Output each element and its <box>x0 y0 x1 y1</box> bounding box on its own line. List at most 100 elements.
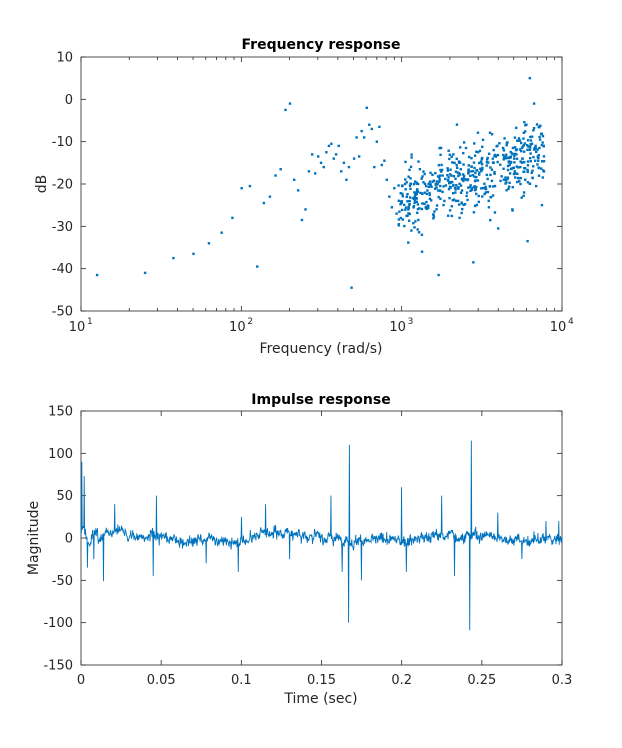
frequency-point <box>467 172 470 175</box>
frequency-point <box>373 165 376 169</box>
frequency-point <box>522 191 526 194</box>
frequency-point <box>524 178 527 181</box>
frequency-point <box>505 153 508 156</box>
frequency-point <box>522 194 525 198</box>
frequency-point <box>334 153 338 156</box>
frequency-point <box>526 168 529 172</box>
frequency-point <box>457 174 460 178</box>
frequency-point <box>439 184 442 188</box>
frequency-point <box>403 224 406 228</box>
frequency-point <box>458 182 461 186</box>
frequency-point <box>472 161 476 164</box>
frequency-point <box>484 185 487 189</box>
frequency-point <box>409 187 412 191</box>
frequency-point <box>526 139 530 142</box>
frequency-point <box>304 208 307 211</box>
frequency-point <box>448 153 452 156</box>
frequency-point <box>455 163 458 167</box>
frequency-point <box>172 256 175 260</box>
frequency-point <box>416 228 419 231</box>
frequency-point <box>467 169 470 172</box>
frequency-point <box>429 199 433 202</box>
frequency-point <box>477 161 481 165</box>
frequency-point <box>446 179 450 182</box>
frequency-point <box>417 160 420 163</box>
frequency-point <box>473 154 477 157</box>
frequency-point <box>432 179 436 182</box>
frequency-point <box>319 161 323 165</box>
frequency-point <box>412 204 416 208</box>
frequency-point <box>413 191 416 194</box>
frequency-point <box>467 170 470 174</box>
frequency-point <box>523 130 527 133</box>
frequency-point <box>418 167 422 171</box>
frequency-point <box>529 143 532 146</box>
frequency-point <box>410 229 413 232</box>
frequency-point <box>403 203 406 207</box>
frequency-point <box>508 181 511 185</box>
frequency-point <box>393 187 396 190</box>
frequency-point <box>475 192 478 196</box>
frequency-point <box>475 150 478 153</box>
frequency-point <box>450 180 454 184</box>
frequency-point <box>521 157 524 160</box>
frequency-point <box>533 159 537 162</box>
frequency-point <box>502 178 506 181</box>
frequency-point <box>486 177 489 181</box>
frequency-point <box>528 76 532 80</box>
frequency-point <box>404 208 407 211</box>
frequency-point <box>457 187 460 190</box>
frequency-point <box>523 170 526 173</box>
frequency-data-points <box>95 76 546 289</box>
frequency-point <box>522 144 526 147</box>
frequency-point <box>459 168 462 171</box>
frequency-point <box>426 189 429 192</box>
frequency-point <box>474 188 478 191</box>
frequency-point <box>330 142 333 145</box>
frequency-point <box>540 132 544 135</box>
impulse-x-tick-label: 0.3 <box>552 673 573 688</box>
frequency-point <box>490 168 494 171</box>
frequency-point <box>499 163 502 166</box>
frequency-point <box>487 206 491 209</box>
frequency-point <box>347 165 351 169</box>
freq-x-tick-exponent: 3 <box>408 317 414 327</box>
frequency-point <box>483 192 486 196</box>
frequency-point <box>496 153 500 157</box>
frequency-point <box>536 159 540 162</box>
frequency-point <box>484 191 487 194</box>
frequency-point <box>462 141 466 144</box>
impulse-x-axis-label: Time (sec) <box>283 691 357 707</box>
frequency-point <box>425 207 428 211</box>
frequency-point <box>460 189 464 192</box>
frequency-point <box>446 173 449 177</box>
frequency-point <box>435 204 439 207</box>
frequency-point <box>439 153 442 156</box>
frequency-point <box>490 179 494 183</box>
frequency-point <box>412 206 415 209</box>
frequency-point <box>485 173 489 177</box>
frequency-point <box>519 182 522 186</box>
frequency-point <box>538 138 542 141</box>
frequency-point <box>517 166 520 169</box>
frequency-point <box>421 175 424 178</box>
frequency-point <box>465 191 469 194</box>
frequency-point <box>466 178 470 181</box>
frequency-point <box>454 170 458 173</box>
frequency-point <box>511 152 514 156</box>
frequency-point <box>405 195 408 199</box>
frequency-point <box>535 150 538 154</box>
frequency-point <box>467 155 471 159</box>
frequency-point <box>421 202 424 205</box>
impulse-x-tick-label: 0.25 <box>467 673 496 688</box>
frequency-point <box>340 170 343 173</box>
frequency-point <box>532 127 536 130</box>
frequency-point <box>475 203 479 207</box>
frequency-point <box>532 129 535 132</box>
frequency-point <box>416 182 420 186</box>
frequency-point <box>484 187 488 191</box>
frequency-point <box>537 153 541 157</box>
frequency-point <box>417 218 420 222</box>
frequency-point <box>423 182 427 186</box>
frequency-point <box>399 202 402 206</box>
